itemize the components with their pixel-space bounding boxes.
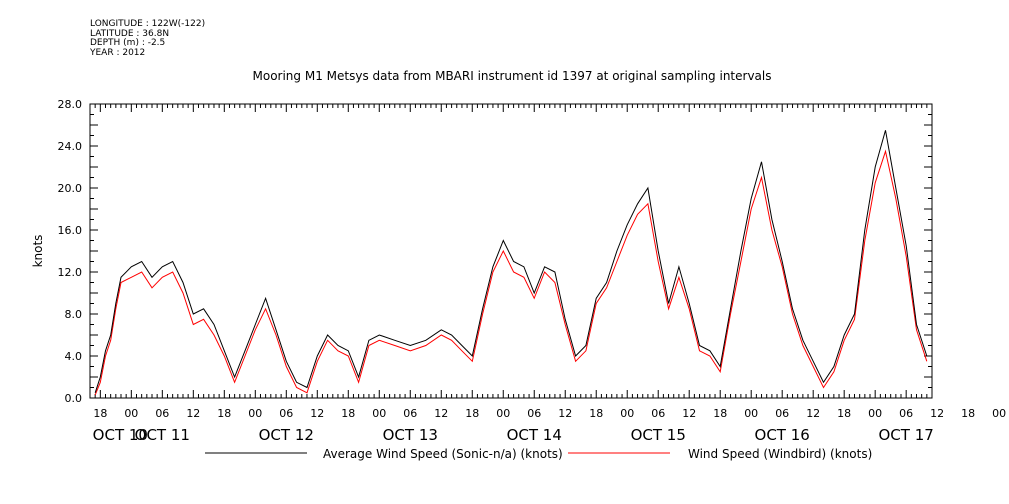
x-day-label: OCT 15 xyxy=(631,426,686,444)
x-day-label: OCT 17 xyxy=(879,426,934,444)
x-day-label: OCT 12 xyxy=(259,426,314,444)
y-tick-label: 4.0 xyxy=(65,350,83,363)
x-hour-label: 00 xyxy=(744,407,758,420)
x-hour-label: 00 xyxy=(620,407,634,420)
x-hour-label: 18 xyxy=(713,407,727,420)
x-day-label: OCT 16 xyxy=(755,426,810,444)
y-axis-ticks: 0.0 4.0 8.0 12.0 16.0 20.0 24.0 28.0 xyxy=(58,98,932,405)
x-hour-label: 18 xyxy=(961,407,975,420)
x-hour-label: 18 xyxy=(837,407,851,420)
x-hour-label: 06 xyxy=(775,407,789,420)
x-hour-label: 00 xyxy=(248,407,262,420)
x-axis-ticks: 18 00 06 12 18 00 06 12 18 00 06 12 18 00 06 12 18 00 06 12… xyxy=(89,104,1006,444)
legend-label-sonic: Average Wind Speed (Sonic-n/a) (knots) xyxy=(323,447,563,461)
x-hour-label: 18 xyxy=(93,407,107,420)
x-hour-label: 00 xyxy=(372,407,386,420)
x-day-label: OCT 14 xyxy=(507,426,562,444)
x-hour-label: 18 xyxy=(465,407,479,420)
x-hour-label: 18 xyxy=(341,407,355,420)
x-hour-label: 12 xyxy=(310,407,324,420)
x-hour-label: 18 xyxy=(589,407,603,420)
x-hour-label: 12 xyxy=(930,407,944,420)
x-hour-label: 12 xyxy=(434,407,448,420)
x-hour-label: 06 xyxy=(279,407,293,420)
plot-frame xyxy=(89,103,933,399)
series-layer xyxy=(94,130,928,396)
y-tick-label: 20.0 xyxy=(58,182,83,195)
y-tick-label: 24.0 xyxy=(58,140,83,153)
meta-latitude: LATITUDE : 36.8N xyxy=(90,28,170,39)
y-tick-label: 28.0 xyxy=(58,98,83,111)
x-hour-label: 06 xyxy=(899,407,913,420)
x-hour-label: 00 xyxy=(868,407,882,420)
x-hour-label: 00 xyxy=(992,407,1006,420)
y-tick-label: 8.0 xyxy=(65,308,83,321)
x-day-label: OCT 13 xyxy=(383,426,438,444)
x-hour-label: 00 xyxy=(124,407,138,420)
chart-title: Mooring M1 Metsys data from MBARI instru… xyxy=(253,69,772,83)
x-hour-label: 06 xyxy=(651,407,665,420)
series-line-sonic xyxy=(94,130,928,393)
meta-longitude: LONGITUDE : 122W(-122) xyxy=(90,19,206,29)
legend: Average Wind Speed (Sonic-n/a) (knots) W… xyxy=(205,447,872,461)
series-line-windbird xyxy=(94,149,928,396)
x-hour-label: 12 xyxy=(558,407,572,420)
y-axis-label: knots xyxy=(31,235,45,268)
meta-depth: DEPTH (m) : -2.5 xyxy=(90,38,166,48)
x-day-label: OCT 11 xyxy=(135,426,190,444)
x-hour-label: 06 xyxy=(403,407,417,420)
x-hour-label: 12 xyxy=(806,407,820,420)
plot-border xyxy=(89,103,933,399)
metadata-block: LONGITUDE : 122W(-122) LATITUDE : 36.8N … xyxy=(90,19,206,58)
legend-label-windbird: Wind Speed (Windbird) (knots) xyxy=(688,447,872,461)
x-hour-label: 06 xyxy=(527,407,541,420)
x-hour-label: 18 xyxy=(217,407,231,420)
y-tick-label: 0.0 xyxy=(65,392,83,405)
x-hour-label: 12 xyxy=(682,407,696,420)
x-hour-label: 00 xyxy=(496,407,510,420)
y-tick-label: 16.0 xyxy=(58,224,83,237)
y-tick-label: 12.0 xyxy=(58,266,83,279)
meta-year: YEAR : 2012 xyxy=(90,47,146,58)
x-day-label: OCT 10 xyxy=(93,426,148,444)
x-hour-label: 12 xyxy=(186,407,200,420)
x-hour-label: 06 xyxy=(155,407,169,420)
